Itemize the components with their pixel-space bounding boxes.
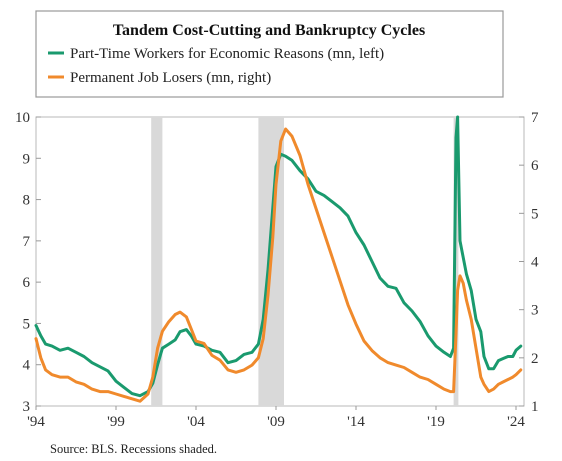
right-tick-label-5: 6 (531, 158, 539, 174)
legend: Tandem Cost-Cutting and Bankruptcy Cycle… (35, 10, 504, 98)
legend-label-part-time: Part-Time Workers for Economic Reasons (… (70, 46, 384, 62)
right-tick-label-0: 1 (531, 399, 539, 415)
legend-box (35, 10, 504, 98)
right-tick-label-2: 3 (531, 303, 539, 319)
recession-shading (151, 117, 459, 406)
series-line-permanent-job-losers (34, 127, 523, 403)
left-tick-label-7: 10 (15, 110, 30, 126)
x-tick-label-2: '04 (187, 414, 205, 430)
left-tick-label-1: 4 (23, 358, 31, 374)
left-tick-label-0: 3 (23, 399, 31, 415)
left-tick-label-5: 8 (23, 193, 31, 209)
x-tick-label-1: '99 (107, 414, 125, 430)
series-lines (34, 115, 523, 403)
chart-title: Tandem Cost-Cutting and Bankruptcy Cycle… (113, 22, 425, 39)
x-tick-label-3: '09 (267, 414, 285, 430)
legend-label-job-losers: Permanent Job Losers (mn, right) (70, 70, 271, 86)
x-tick-label-0: '94 (27, 414, 45, 430)
left-tick-label-2: 5 (23, 316, 31, 332)
right-tick-label-4: 5 (531, 206, 539, 222)
axes: 3 4 5 6 7 8 9 10 1 2 3 4 5 6 7 '94 '99 '04 '09 '14 '19 '24 (15, 110, 539, 430)
recession-band-0 (151, 117, 163, 406)
right-tick-label-1: 2 (531, 351, 539, 367)
x-tick-label-4: '14 (347, 414, 365, 430)
left-tick-label-6: 9 (23, 151, 31, 167)
right-tick-label-3: 4 (531, 255, 539, 271)
x-tick-label-5: '19 (427, 414, 445, 430)
source-note: Source: BLS. Recessions shaded. (50, 442, 217, 456)
right-tick-label-6: 7 (531, 110, 539, 126)
left-tick-label-3: 6 (23, 275, 31, 291)
left-tick-label-4: 7 (23, 234, 31, 250)
x-tick-label-6: '24 (507, 414, 525, 430)
series-line-part-time-workers (34, 115, 523, 398)
